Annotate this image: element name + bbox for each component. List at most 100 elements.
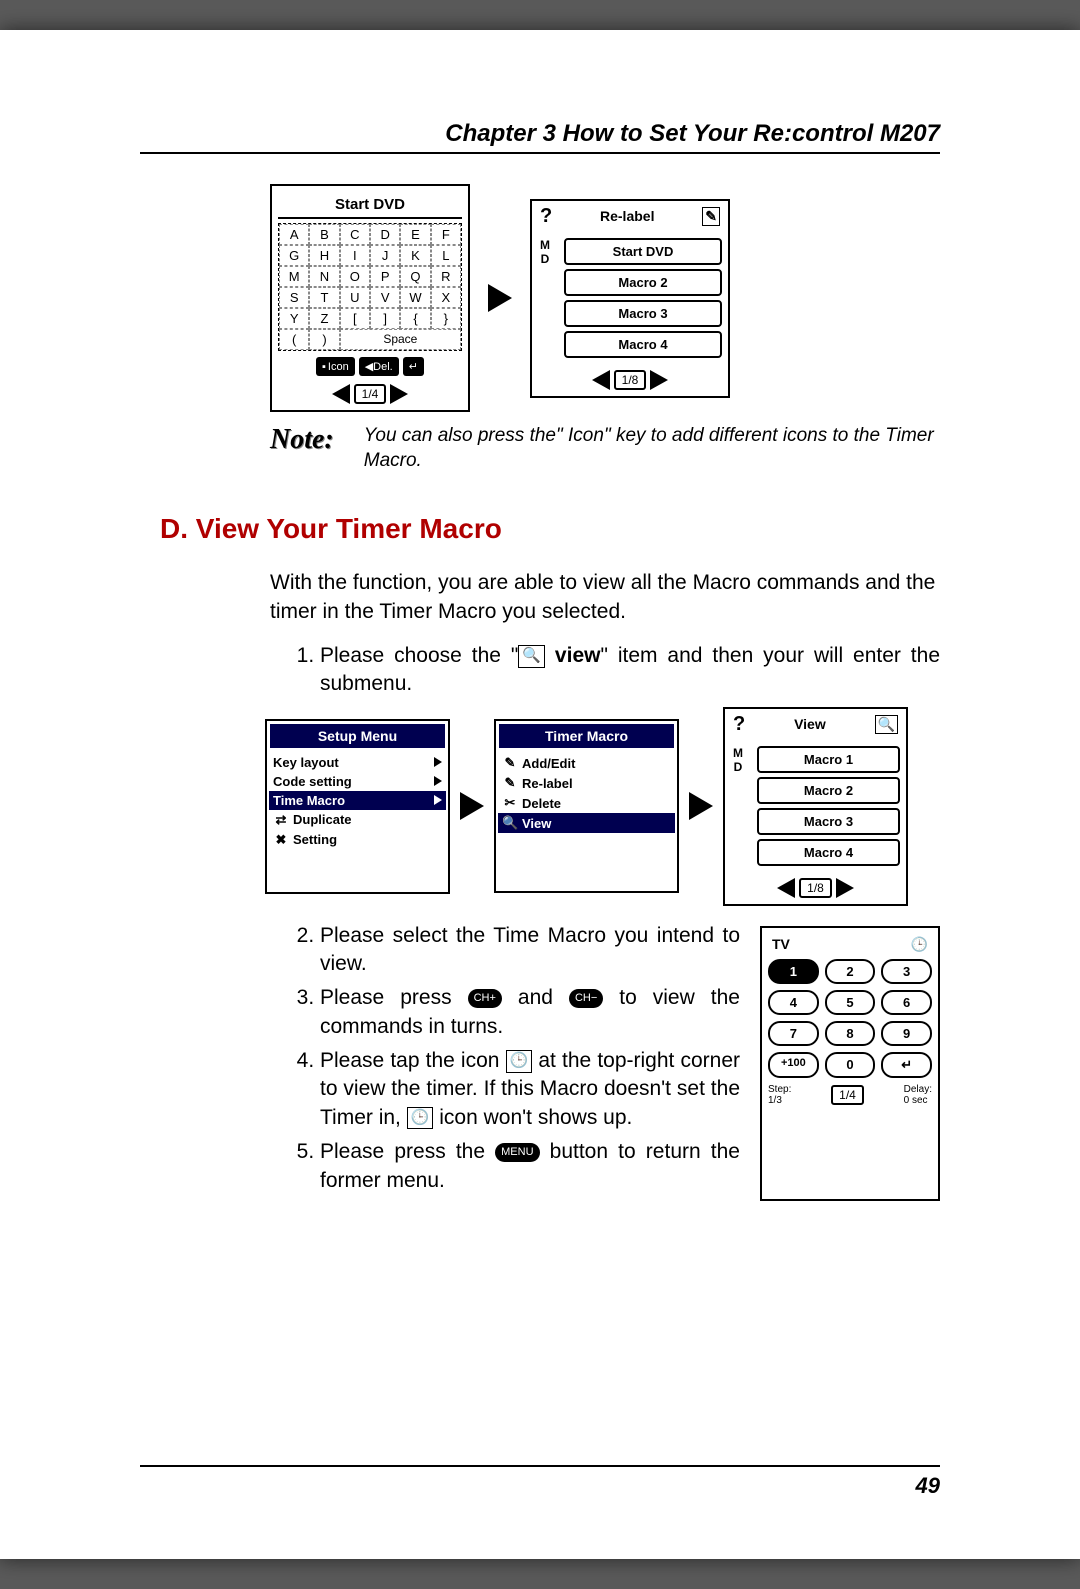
icon-button[interactable]: ▪Icon	[316, 357, 355, 376]
page-next-icon[interactable]	[650, 370, 668, 390]
page-number: 49	[140, 1465, 940, 1499]
key[interactable]: [	[340, 308, 370, 329]
key[interactable]: ]	[370, 308, 400, 329]
menu-item-selected[interactable]: 🔍View	[498, 813, 675, 833]
key[interactable]: G	[279, 245, 309, 266]
key[interactable]: A	[279, 224, 309, 245]
lcd-title: Start DVD	[278, 190, 462, 219]
help-icon[interactable]: ?	[733, 713, 745, 736]
key[interactable]: I	[340, 245, 370, 266]
key[interactable]: S	[279, 287, 309, 308]
key[interactable]: }	[431, 308, 461, 329]
enter-button[interactable]: ↵	[403, 357, 424, 376]
page-indicator: 1/4	[354, 384, 387, 404]
view-icon[interactable]: 🔍	[875, 715, 898, 734]
tv-header: TV 🕒	[768, 934, 932, 959]
pager: 1/8	[532, 366, 728, 396]
page-prev-icon[interactable]	[592, 370, 610, 390]
menu-item[interactable]: Key layout	[273, 753, 442, 772]
key[interactable]: J	[370, 245, 400, 266]
num-key[interactable]: 2	[825, 959, 876, 984]
key[interactable]: Q	[400, 266, 430, 287]
key[interactable]: D	[370, 224, 400, 245]
key[interactable]: X	[431, 287, 461, 308]
enter-key[interactable]: ↵	[881, 1052, 932, 1078]
key[interactable]: O	[340, 266, 370, 287]
lcd-view-macro-list: ? View 🔍 M D Macro 1 Macro 2 Macro 3 Mac…	[723, 707, 908, 906]
menu-item[interactable]: Code setting	[273, 772, 442, 791]
macro-item[interactable]: Start DVD	[564, 238, 722, 265]
delete-button[interactable]: ◀Del.	[359, 357, 399, 376]
key[interactable]: R	[431, 266, 461, 287]
macro-item[interactable]: Macro 2	[757, 777, 900, 804]
key[interactable]: E	[400, 224, 430, 245]
num-key[interactable]: 8	[825, 1021, 876, 1046]
num-key[interactable]: 1	[768, 959, 819, 984]
macro-item[interactable]: Macro 3	[757, 808, 900, 835]
pager: 1/8	[725, 874, 906, 904]
macro-item[interactable]: Macro 2	[564, 269, 722, 296]
key[interactable]: L	[431, 245, 461, 266]
macro-item[interactable]: Macro 3	[564, 300, 722, 327]
key[interactable]: Z	[309, 308, 339, 329]
key[interactable]: C	[340, 224, 370, 245]
section-heading: D. View Your Timer Macro	[160, 513, 940, 545]
space-key[interactable]: Space	[340, 329, 461, 350]
key[interactable]: K	[400, 245, 430, 266]
timer-view-icon: 🕒	[407, 1107, 434, 1129]
page-prev-icon[interactable]	[332, 384, 350, 404]
num-key[interactable]: 5	[825, 990, 876, 1015]
menu-item[interactable]: ✖Setting	[273, 830, 442, 850]
num-key[interactable]: 6	[881, 990, 932, 1015]
lcd-title: Timer Macro	[499, 724, 674, 748]
key[interactable]: B	[309, 224, 339, 245]
num-key[interactable]: 7	[768, 1021, 819, 1046]
num-key[interactable]: 0	[825, 1052, 876, 1078]
timer-icon[interactable]: 🕒	[911, 936, 928, 953]
key[interactable]: W	[400, 287, 430, 308]
menu-item-selected[interactable]: Time Macro	[269, 791, 446, 810]
page-next-icon[interactable]	[836, 878, 854, 898]
step-4: Please tap the icon 🕒 at the top-right c…	[320, 1047, 740, 1132]
menu-item[interactable]: ✂Delete	[502, 793, 671, 813]
num-key[interactable]: +100	[768, 1052, 819, 1078]
menu-item[interactable]: ✎Add/Edit	[502, 753, 671, 773]
key[interactable]: P	[370, 266, 400, 287]
macro-item[interactable]: Macro 1	[757, 746, 900, 773]
key[interactable]: F	[431, 224, 461, 245]
key[interactable]: N	[309, 266, 339, 287]
ch-minus-icon: CH−	[569, 989, 603, 1008]
key[interactable]: H	[309, 245, 339, 266]
key[interactable]: Y	[279, 308, 309, 329]
relabel-label: Re-label	[600, 208, 654, 224]
macro-item[interactable]: Macro 4	[564, 331, 722, 358]
flow-arrow-icon	[488, 284, 512, 312]
content-area: Chapter 3 How to Set Your Re:control M20…	[140, 120, 940, 1469]
macro-item[interactable]: Macro 4	[757, 839, 900, 866]
key[interactable]: {	[400, 308, 430, 329]
key[interactable]: T	[309, 287, 339, 308]
key[interactable]: U	[340, 287, 370, 308]
page-prev-icon[interactable]	[777, 878, 795, 898]
num-key[interactable]: 4	[768, 990, 819, 1015]
key[interactable]: )	[309, 329, 339, 350]
edit-icon[interactable]: ✎	[702, 207, 720, 226]
num-key[interactable]: 9	[881, 1021, 932, 1046]
page-next-icon[interactable]	[390, 384, 408, 404]
timer-menu-list: ✎Add/Edit ✎Re-label ✂Delete 🔍View	[496, 751, 677, 835]
key[interactable]: M	[279, 266, 309, 287]
figure-keyboard-and-macrolist: Start DVD ABCDEF GHIJKL MNOPQR STUVWX YZ…	[270, 184, 940, 412]
step-1: Please choose the "🔍 view" item and then…	[320, 642, 940, 699]
key[interactable]: V	[370, 287, 400, 308]
key[interactable]: (	[279, 329, 309, 350]
help-icon[interactable]: ?	[540, 205, 552, 228]
lcd-macro-list-screen: ? Re-label ✎ M D Start DVD Macro 2 Macro…	[530, 199, 730, 398]
menu-item[interactable]: ✎Re-label	[502, 773, 671, 793]
page-indicator: 1/8	[799, 878, 832, 898]
menu-item[interactable]: ⇄Duplicate	[273, 810, 442, 830]
num-key[interactable]: 3	[881, 959, 932, 984]
edit-icon: ✎	[502, 755, 518, 771]
lcd-header-row: ? View 🔍	[725, 709, 906, 740]
section-intro: With the function, you are able to view …	[270, 569, 940, 626]
flow-arrow-icon	[460, 792, 484, 820]
